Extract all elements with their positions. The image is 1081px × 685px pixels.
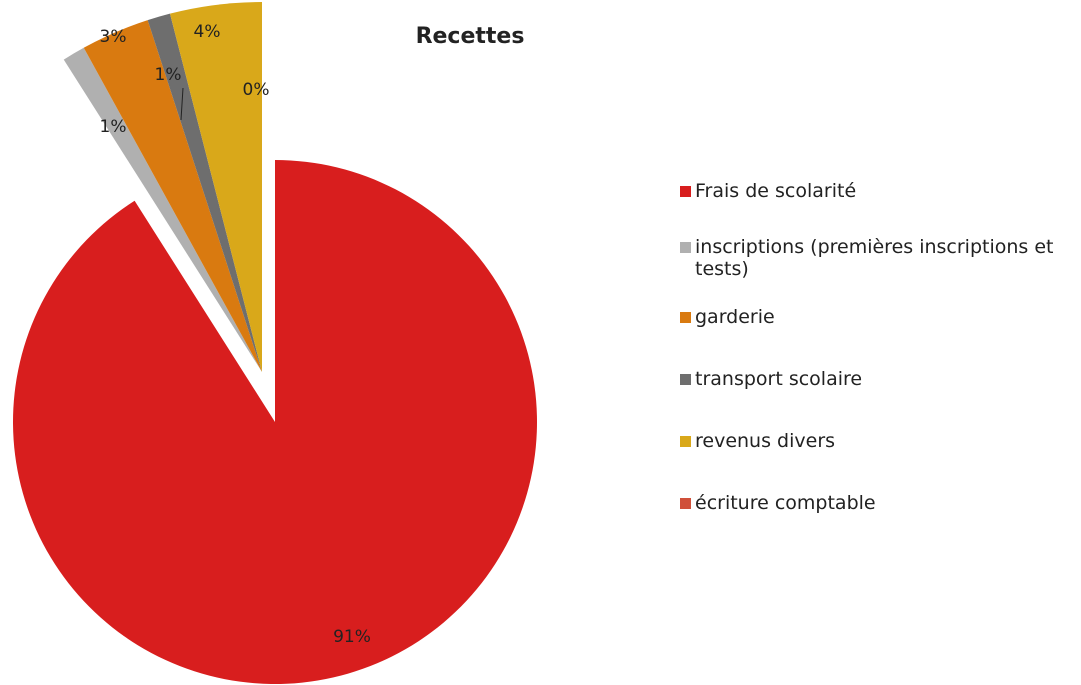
legend-label: écriture comptable [695,492,876,514]
legend-item: revenus divers [680,430,1080,452]
data-label: 1% [155,65,182,85]
pie-slice [12,160,538,685]
legend: Frais de scolarité inscriptions (première… [680,180,1080,514]
chart-title: Recettes [416,24,525,49]
legend-label: inscriptions (premières inscriptions et … [695,236,1054,280]
data-label: 3% [100,27,127,47]
legend-swatch [680,242,691,253]
pie-slice [147,13,262,372]
data-label: 91% [333,627,371,647]
pie-slice [63,47,263,372]
legend-swatch [680,186,691,197]
legend-label: Frais de scolarité [695,180,857,202]
legend-item: Frais de scolarité [680,180,1080,202]
pie-slice [169,2,262,372]
data-label: 0% [243,80,270,100]
legend-item: écriture comptable [680,492,1080,514]
legend-swatch [680,374,691,385]
legend-label: revenus divers [695,430,836,452]
legend-item: transport scolaire [680,368,1080,390]
data-label: 4% [194,22,221,42]
legend-swatch [680,312,691,323]
legend-swatch [680,436,691,447]
data-label: 1% [100,117,127,137]
legend-item: inscriptions (premières inscriptions et … [680,236,1080,280]
legend-label: garderie [695,306,775,328]
legend-swatch [680,498,691,509]
leader-line [180,87,184,121]
legend-label: transport scolaire [695,368,863,390]
legend-item: garderie [680,306,1080,328]
pie-slice [83,20,263,372]
